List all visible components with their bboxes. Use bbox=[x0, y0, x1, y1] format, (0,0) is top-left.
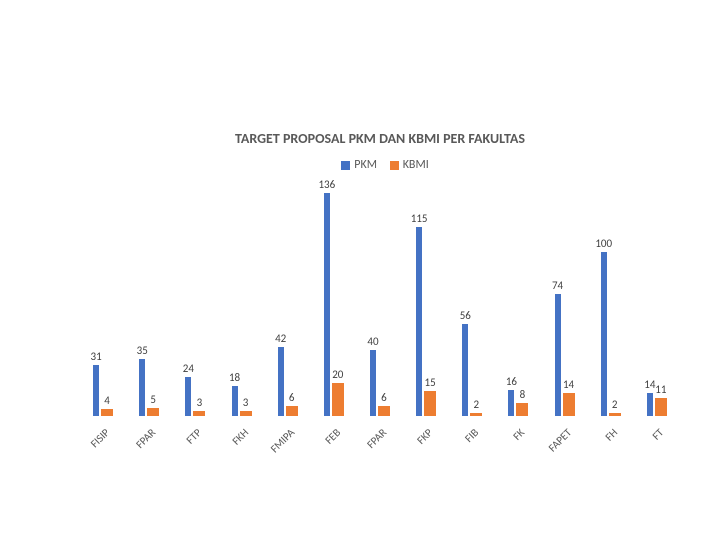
category-label: FH bbox=[568, 426, 620, 478]
value-label-pkm: 74 bbox=[538, 279, 578, 292]
category-label: FK bbox=[476, 426, 528, 478]
category-label: FKP bbox=[384, 426, 436, 478]
value-label-pkm: 35 bbox=[122, 344, 162, 357]
bar-pkm bbox=[93, 365, 99, 416]
value-label-pkm: 40 bbox=[353, 335, 393, 348]
value-label-kbmi: 6 bbox=[364, 391, 404, 404]
bar-kbmi bbox=[193, 411, 205, 416]
value-label-kbmi: 5 bbox=[133, 393, 173, 406]
value-label-kbmi: 2 bbox=[456, 398, 496, 411]
legend-label-kbmi: KBMI bbox=[403, 158, 429, 172]
bar-kbmi bbox=[470, 413, 482, 416]
bar-kbmi bbox=[655, 398, 667, 416]
value-label-kbmi: 3 bbox=[226, 396, 266, 409]
value-label-pkm: 16 bbox=[491, 375, 531, 388]
bar-kbmi bbox=[332, 383, 344, 416]
legend-swatch-kbmi bbox=[390, 161, 399, 170]
legend-label-pkm: PKM bbox=[354, 158, 377, 172]
chart-title: TARGET PROPOSAL PKM DAN KBMI PER FAKULTA… bbox=[80, 130, 680, 147]
category-label: FPAR bbox=[107, 426, 159, 478]
bar-pkm bbox=[555, 294, 561, 416]
bar-pkm bbox=[278, 347, 284, 416]
chart-container: TARGET PROPOSAL PKM DAN KBMI PER FAKULTA… bbox=[80, 130, 680, 460]
bar-kbmi bbox=[424, 391, 436, 416]
value-label-kbmi: 11 bbox=[641, 383, 681, 396]
bar-kbmi bbox=[516, 403, 528, 416]
category-label: FAPET bbox=[522, 426, 574, 478]
bar-pkm bbox=[324, 193, 330, 416]
category-label: FT bbox=[614, 426, 666, 478]
category-label: FMIPA bbox=[245, 426, 297, 478]
value-label-pkm: 31 bbox=[76, 350, 116, 363]
value-label-pkm: 136 bbox=[307, 178, 347, 191]
bar-pkm bbox=[601, 252, 607, 416]
chart-legend: PKM KBMI bbox=[80, 158, 680, 172]
bar-kbmi bbox=[147, 408, 159, 416]
bar-pkm bbox=[139, 359, 145, 417]
legend-swatch-pkm bbox=[341, 161, 350, 170]
category-label: FPAR bbox=[338, 426, 390, 478]
value-label-kbmi: 20 bbox=[318, 368, 358, 381]
bar-kbmi bbox=[101, 409, 113, 416]
value-label-pkm: 100 bbox=[584, 237, 624, 250]
value-label-kbmi: 8 bbox=[502, 388, 542, 401]
bar-pkm bbox=[370, 350, 376, 416]
value-label-pkm: 115 bbox=[399, 212, 439, 225]
value-label-kbmi: 14 bbox=[549, 378, 589, 391]
bar-kbmi bbox=[563, 393, 575, 416]
value-label-kbmi: 2 bbox=[595, 398, 635, 411]
category-label: FIB bbox=[430, 426, 482, 478]
category-label: FISIP bbox=[61, 426, 113, 478]
value-label-kbmi: 4 bbox=[87, 394, 127, 407]
value-label-kbmi: 6 bbox=[272, 391, 312, 404]
category-label: FKH bbox=[199, 426, 251, 478]
value-label-pkm: 18 bbox=[215, 371, 255, 384]
value-label-kbmi: 3 bbox=[179, 396, 219, 409]
bar-pkm bbox=[647, 393, 653, 416]
bar-kbmi bbox=[286, 406, 298, 416]
bar-kbmi bbox=[240, 411, 252, 416]
category-label: FEB bbox=[291, 426, 343, 478]
value-label-pkm: 56 bbox=[445, 309, 485, 322]
bar-kbmi bbox=[378, 406, 390, 416]
value-label-kbmi: 15 bbox=[410, 376, 450, 389]
category-label: FTP bbox=[153, 426, 205, 478]
plot-area: 3143552431834261362040611515562168741410… bbox=[80, 186, 680, 416]
bar-kbmi bbox=[609, 413, 621, 416]
value-label-pkm: 42 bbox=[261, 332, 301, 345]
value-label-pkm: 24 bbox=[168, 362, 208, 375]
